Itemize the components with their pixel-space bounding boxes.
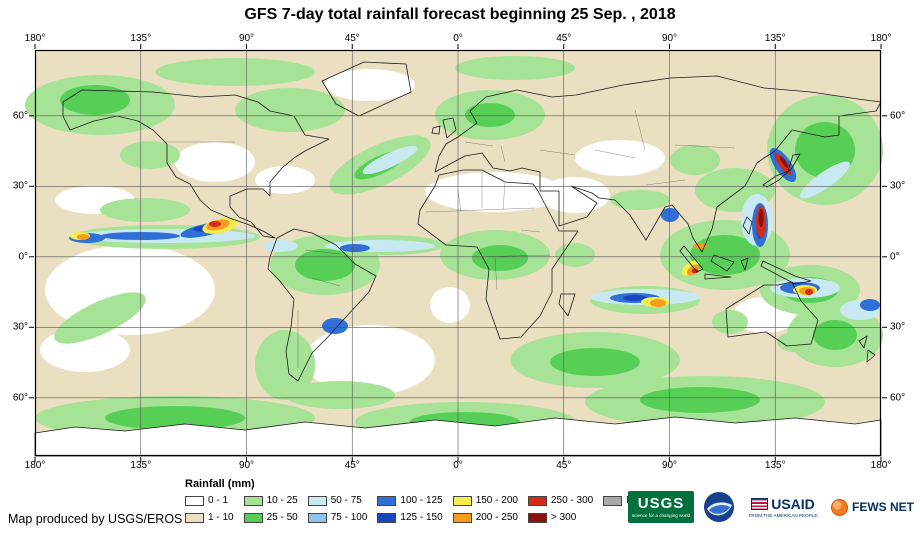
map-border [34,49,882,457]
legend-swatch [603,495,623,506]
legend-swatch [185,495,204,506]
noaa-logo [703,491,735,523]
globe-icon [831,498,848,516]
legend-swatch [527,512,547,523]
lat-label: 30° [12,180,28,192]
legend-label: 125 - 150 [400,512,443,523]
legend-swatch [452,512,472,523]
legend-item: 10 - 25 [243,493,298,508]
lon-label: 180° [870,33,892,44]
legend-label: 250 - 300 [550,495,594,506]
world-map-svg [25,44,887,462]
lat-label: 30° [12,321,28,333]
lat-labels-right: 60° 30° 0° 30° 60° [887,50,917,456]
legend-item: 200 - 250 [452,510,518,525]
legend-swatch [377,495,397,506]
lon-label: 135° [130,33,152,44]
usaid-logo-tagline: FROM THE AMERICAN PEOPLE [748,512,818,518]
lat-label: 0° [890,251,900,263]
legend-swatch [452,495,472,506]
axis-ticks [29,44,887,462]
world-map [25,44,887,462]
lat-label: 30° [890,321,906,333]
lat-label: 60° [12,110,28,122]
legend-label: 25 - 50 [266,512,298,523]
lon-label: 180° [870,460,892,471]
usgs-logo-text: USGS [637,495,685,512]
lon-label: 45° [344,33,360,44]
legend-label: 100 - 125 [400,495,443,506]
legend-swatch [185,512,204,523]
lat-label: 60° [890,110,906,122]
usaid-logo-text: USAID [771,495,815,512]
lon-labels-top: 180° 135° 90° 45° 0° 45° 90° 135° 180° [25,33,892,45]
lon-label: 0° [453,460,463,471]
legend-item: 25 - 50 [243,510,298,525]
legend-swatch [307,512,327,523]
page-title: GFS 7-day total rainfall forecast beginn… [244,6,676,23]
legend-label: 150 - 200 [475,495,518,506]
legend-label: 0 - 1 [208,495,229,506]
legend-swatch [307,495,327,506]
usgs-logo-tagline: science for a changing world [631,513,691,518]
legend-label: 75 - 100 [330,512,368,523]
lon-label: 90° [238,33,255,44]
legend-swatch [377,512,397,523]
fewsnet-logo: FEWS NET [831,491,914,523]
legend-swatch [243,495,263,506]
lat-label: 60° [12,392,28,404]
legend-item: 75 - 100 [307,510,368,525]
legend-item: 0 - 1 [185,493,234,508]
lon-label: 45° [344,460,360,471]
lon-label: 0° [453,33,463,44]
lon-label: 135° [764,33,786,44]
usaid-flag-icon [751,497,769,510]
lon-labels-bottom: 180° 135° 90° 45° 0° 45° 90° 135° 180° [25,460,892,472]
lat-label: 0° [18,251,28,263]
legend-swatch [243,512,263,523]
legend-items: 0 - 1 1 - 10 10 - 25 25 - 50 50 - 75 75 - 100… [185,493,663,525]
lon-label: 135° [130,460,152,471]
lat-label: 30° [890,180,906,192]
legend-item: 1 - 10 [185,510,234,525]
legend-label: 200 - 250 [475,512,518,523]
fewsnet-logo-text: FEWS NET [852,500,914,514]
lon-label: 135° [764,460,786,471]
rainfall-legend: Rainfall (mm) 0 - 1 1 - 10 10 - 25 25 - 50 5… [185,478,663,525]
legend-item: 125 - 150 [377,510,443,525]
legend-label: 50 - 75 [330,495,362,506]
legend-label: 10 - 25 [266,495,298,506]
lon-label: 45° [556,33,572,44]
lon-label: 180° [24,33,46,44]
legend-title: Rainfall (mm) [185,478,255,490]
lon-label: 90° [661,33,678,44]
legend-item: 150 - 200 [452,493,518,508]
map-credit: Map produced by USGS/EROS [8,512,183,526]
lon-label: 45° [556,460,572,471]
lon-label: 90° [661,460,678,471]
legend-label: 1 - 10 [208,512,234,523]
usaid-logo: USAID FROM THE AMERICAN PEOPLE [744,491,822,523]
country-borders [164,109,736,368]
lon-label: 90° [238,460,255,471]
lon-label: 180° [24,460,46,471]
rainfall-shading [25,50,883,456]
lat-labels-left: 60° 30° 0° 30° 60° [1,50,31,456]
usgs-logo: USGS science for a changing world [628,491,694,523]
legend-item: 100 - 125 [377,493,443,508]
logo-strip: USGS science for a changing world USAID … [628,491,914,523]
legend-swatch [527,495,547,506]
legend-label: > 300 [550,512,577,523]
legend-item: 50 - 75 [307,493,368,508]
legend-item: > 300 [527,510,593,525]
noaa-icon [704,492,734,522]
graticule [35,50,881,456]
legend-item: 250 - 300 [527,493,594,508]
lat-label: 60° [890,392,906,404]
